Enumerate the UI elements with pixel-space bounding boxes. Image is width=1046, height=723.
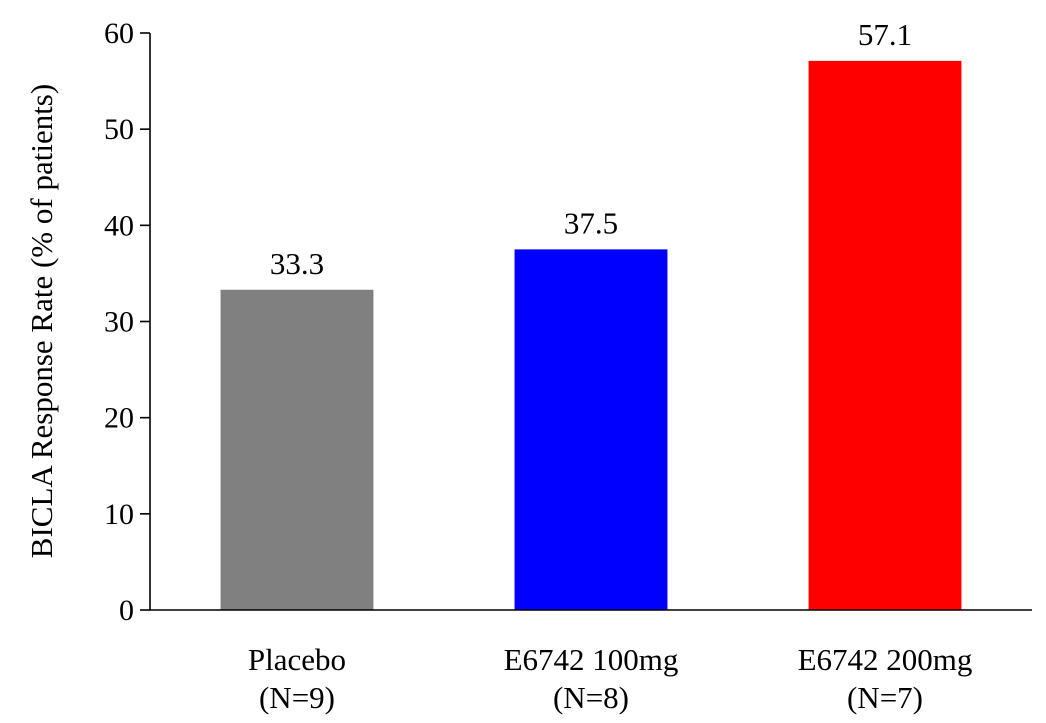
y-tick-label: 60 bbox=[104, 17, 134, 50]
data-label: 33.3 bbox=[270, 246, 324, 281]
data-label: 57.1 bbox=[858, 17, 912, 52]
y-tick-label: 40 bbox=[104, 209, 134, 242]
bar bbox=[514, 249, 668, 610]
category-label: E6742 100mg bbox=[504, 642, 679, 677]
bar bbox=[220, 289, 374, 610]
category-sublabel: (N=9) bbox=[259, 680, 335, 715]
category-label: E6742 200mg bbox=[798, 642, 973, 677]
y-tick-label: 10 bbox=[104, 498, 134, 531]
data-labels: 33.3 37.5 57.1 bbox=[270, 17, 912, 281]
category-sublabel: (N=7) bbox=[847, 680, 923, 715]
category-label: Placebo bbox=[248, 642, 346, 677]
category-sublabel: (N=8) bbox=[553, 680, 629, 715]
y-tick-label: 30 bbox=[104, 306, 134, 339]
bar bbox=[808, 60, 962, 611]
y-axis-ticks: 0 10 20 30 40 50 60 bbox=[104, 17, 150, 627]
y-tick-label: 50 bbox=[104, 113, 134, 146]
y-tick-label: 0 bbox=[119, 594, 134, 627]
y-axis-title: BICLA Response Rate (% of patients) bbox=[24, 84, 59, 558]
bars bbox=[220, 60, 962, 611]
data-label: 37.5 bbox=[564, 205, 618, 240]
y-tick-label: 20 bbox=[104, 402, 134, 435]
category-labels: Placebo(N=9) E6742 100mg(N=8) E6742 200mg(… bbox=[248, 642, 972, 715]
